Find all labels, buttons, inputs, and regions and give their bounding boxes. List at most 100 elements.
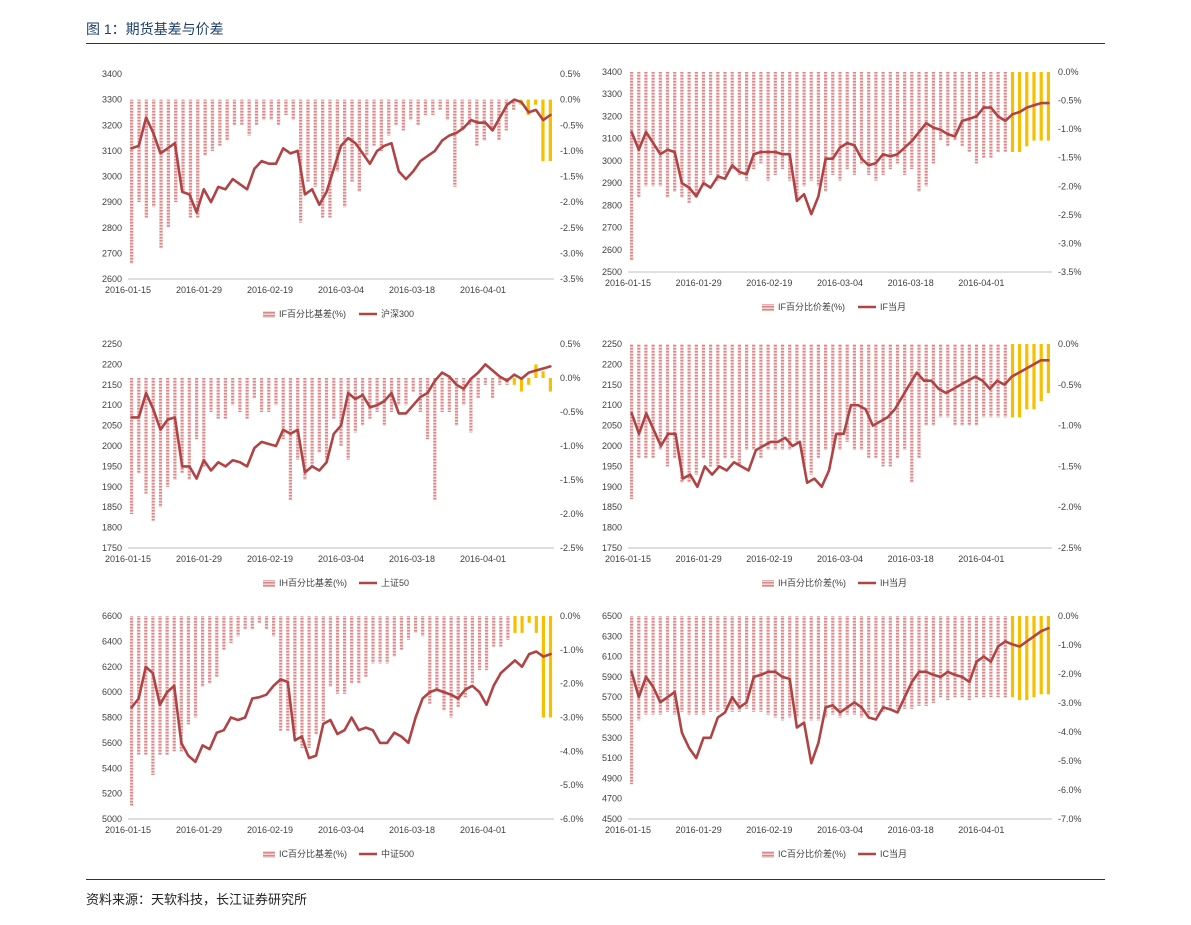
left-axis-tick: 4500 [602,814,622,824]
right-axis-tick: -0.5% [1058,96,1082,106]
left-axis-tick: 1800 [602,523,622,533]
left-axis-tick: 2800 [602,200,622,210]
basis-bar [903,616,907,709]
right-axis-tick: -2.5% [560,543,584,553]
basis-bar [447,378,451,412]
basis-bar [859,616,864,718]
basis-bar [831,616,835,715]
basis-bar [231,378,235,406]
basis-bar [967,616,971,701]
basis-bar [144,378,148,494]
basis-bar [411,378,415,392]
basis-bar [716,344,720,467]
legend-bar-label: IF百分比价差(%) [778,301,845,312]
left-axis-tick: 1950 [602,461,622,471]
basis-bar [824,344,828,451]
basis-bar [222,616,226,650]
basis-bar [895,72,900,164]
left-axis-tick: 3400 [102,69,122,79]
legend-bar-label: IC百分比价差(%) [778,848,846,859]
basis-bar [433,378,437,501]
basis-bar [186,616,190,725]
left-axis-tick: 1850 [102,502,122,512]
basis-bar [701,72,705,187]
basis-bar [353,378,357,433]
basis-bar [223,378,227,419]
basis-bar [658,72,662,187]
basis-bar [392,616,396,657]
basis-bar [716,72,720,181]
basis-bar [317,378,321,453]
basis-bar [281,378,285,440]
basis-bar [831,344,835,451]
left-axis-tick: 5200 [102,789,122,799]
basis-bar [151,378,155,521]
basis-bar [637,72,641,198]
basis-bar [867,72,871,175]
price-line [130,363,552,480]
basis-bar [385,616,389,664]
basis-bar [788,616,792,718]
right-axis-tick: -2.0% [1058,502,1082,512]
basis-bar [335,99,339,172]
basis-bar [809,72,813,181]
basis-bar [694,616,698,715]
basis-bar [931,616,935,703]
legend-bar-swatch [762,304,774,311]
basis-bar [276,99,281,126]
basis-bar [773,72,777,175]
right-axis-tick: -3.5% [1058,267,1082,277]
basis-bar [130,378,134,514]
basis-bar [534,616,538,633]
basis-bar [910,616,914,709]
x-axis-tick: 2016-03-18 [389,554,435,564]
left-axis-tick: 5900 [602,672,622,682]
basis-bar [673,616,677,715]
basis-bar [924,72,928,187]
basis-bar [637,344,641,459]
basis-bar [286,616,290,731]
basis-bar [795,616,799,718]
basis-bar [673,72,677,192]
basis-bar [1003,616,1007,698]
left-axis-tick: 2700 [602,223,622,233]
basis-bar [701,616,705,715]
basis-bar [520,616,524,633]
basis-bar [442,616,446,711]
basis-bar [852,72,856,175]
basis-bar [416,99,420,126]
basis-bar [694,72,698,198]
basis-bar [910,72,914,170]
basis-bar [225,99,229,141]
basis-bar [201,616,205,687]
basis-bar [852,616,856,715]
left-axis-tick: 6500 [602,611,622,621]
basis-bar [644,72,648,187]
basis-bar [1039,72,1043,141]
basis-bar [1032,344,1036,410]
basis-bar [279,616,283,731]
right-axis-tick: -2.5% [1058,543,1082,553]
basis-bar [766,72,770,181]
basis-bar [845,72,849,170]
basis-bar [895,344,900,459]
legend-bar-swatch [263,580,275,587]
basis-bar [188,99,193,218]
basis-bar [238,378,242,412]
basis-bar [264,616,269,630]
right-axis-tick: -2.5% [560,223,584,233]
right-axis-tick: -1.0% [1058,421,1082,431]
basis-bar [513,616,517,633]
basis-bar [953,616,957,698]
right-axis-tick: 0.5% [560,339,581,349]
left-axis-tick: 3200 [102,120,122,130]
basis-bar [967,344,971,426]
basis-bar [541,371,545,378]
basis-bar [260,378,264,412]
right-axis-tick: -1.0% [560,645,584,655]
basis-bar [379,99,383,151]
right-axis-tick: -3.0% [560,713,584,723]
right-axis-tick: -2.5% [1058,210,1082,220]
basis-bar [680,616,684,712]
basis-bar [859,344,864,451]
